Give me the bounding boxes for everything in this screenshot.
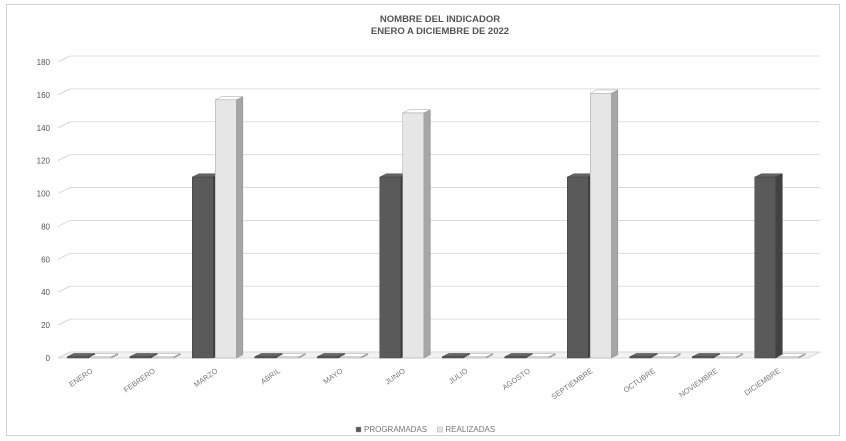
- gridline-slant: [57, 285, 71, 293]
- y-tick-label: 120: [37, 157, 51, 166]
- bar-realizadas-abril: [277, 353, 306, 359]
- chart-title: NOMBRE DEL INDICADOR: [380, 14, 500, 25]
- legend: PROGRAMADAS REALIZADAS: [355, 425, 495, 434]
- bar-realizadas-octubre: [652, 353, 681, 359]
- legend-swatch: [355, 426, 362, 433]
- legend-swatch: [437, 426, 443, 433]
- y-tick-label: 80: [41, 222, 50, 231]
- y-tick-label: 60: [41, 255, 50, 264]
- y-tick-label: 140: [37, 124, 51, 133]
- gridline-slant: [57, 121, 71, 129]
- y-tick-label: 20: [41, 321, 50, 330]
- bar-programadas-abril: [254, 353, 283, 359]
- bar-realizadas-diciembre: [777, 353, 806, 359]
- chart-subtitle: ENERO A DICIEMBRE DE 2022: [371, 26, 509, 37]
- bar-programadas-diciembre: [754, 173, 783, 359]
- bar-programadas-enero: [67, 353, 96, 359]
- legend-label: REALIZADAS: [445, 425, 495, 434]
- y-tick-label: 100: [37, 190, 51, 199]
- gridlines: [57, 55, 821, 359]
- gridline-slant: [57, 252, 71, 260]
- y-tick-label: 160: [37, 91, 51, 100]
- x-tick-label: SEPTIEMBRE: [550, 366, 595, 401]
- gridline-slant: [57, 187, 71, 194]
- x-tick-label: AGOSTO: [501, 366, 532, 392]
- x-tick-label: FEBRERO: [122, 366, 157, 394]
- bar-programadas-septiembre: [567, 173, 596, 359]
- bar-realizadas-noviembre: [715, 353, 744, 359]
- bar-realizadas-marzo: [215, 96, 244, 359]
- legend-label: PROGRAMADAS: [364, 425, 427, 434]
- y-tick-label: 180: [37, 58, 51, 67]
- bar-realizadas-mayo: [340, 353, 369, 359]
- bar-programadas-octubre: [629, 353, 658, 359]
- bar-realizadas-septiembre: [590, 89, 619, 359]
- x-tick-label: JULIO: [447, 366, 470, 386]
- x-tick-label: ABRIL: [259, 366, 282, 386]
- y-tick-label: 40: [41, 288, 50, 297]
- bar-realizadas-enero: [90, 353, 119, 359]
- x-axis: ENERO FEBRERO MARZO ABRIL MAYO JUNIO JULIO AGOS…: [67, 366, 782, 401]
- bar-realizadas-agosto: [527, 353, 556, 359]
- x-tick-label: MARZO: [192, 366, 219, 389]
- x-tick-label: DICIEMBRE: [743, 366, 782, 397]
- gridline-slant: [57, 88, 71, 96]
- bar-programadas-febrero: [129, 353, 158, 359]
- x-tick-label: MAYO: [322, 366, 345, 386]
- y-tick-label: 0: [46, 354, 51, 363]
- x-tick-label: JUNIO: [383, 366, 407, 386]
- gridline-slant: [57, 55, 71, 63]
- y-axis: 0 20 40 60 80 100 120 140 160 180: [37, 58, 51, 363]
- bar-realizadas-junio: [402, 109, 431, 359]
- gridline-slant: [57, 318, 71, 326]
- bar-realizadas-febrero: [152, 353, 181, 359]
- bar-realizadas-julio: [465, 353, 494, 359]
- x-tick-label: OCTUBRE: [622, 366, 657, 394]
- x-tick-label: NOVIEMBRE: [677, 366, 719, 399]
- bars: [67, 89, 806, 359]
- gridline-slant: [57, 154, 71, 162]
- gridline-slant: [57, 220, 71, 227]
- floor: [57, 351, 821, 359]
- x-tick-label: ENERO: [67, 366, 94, 389]
